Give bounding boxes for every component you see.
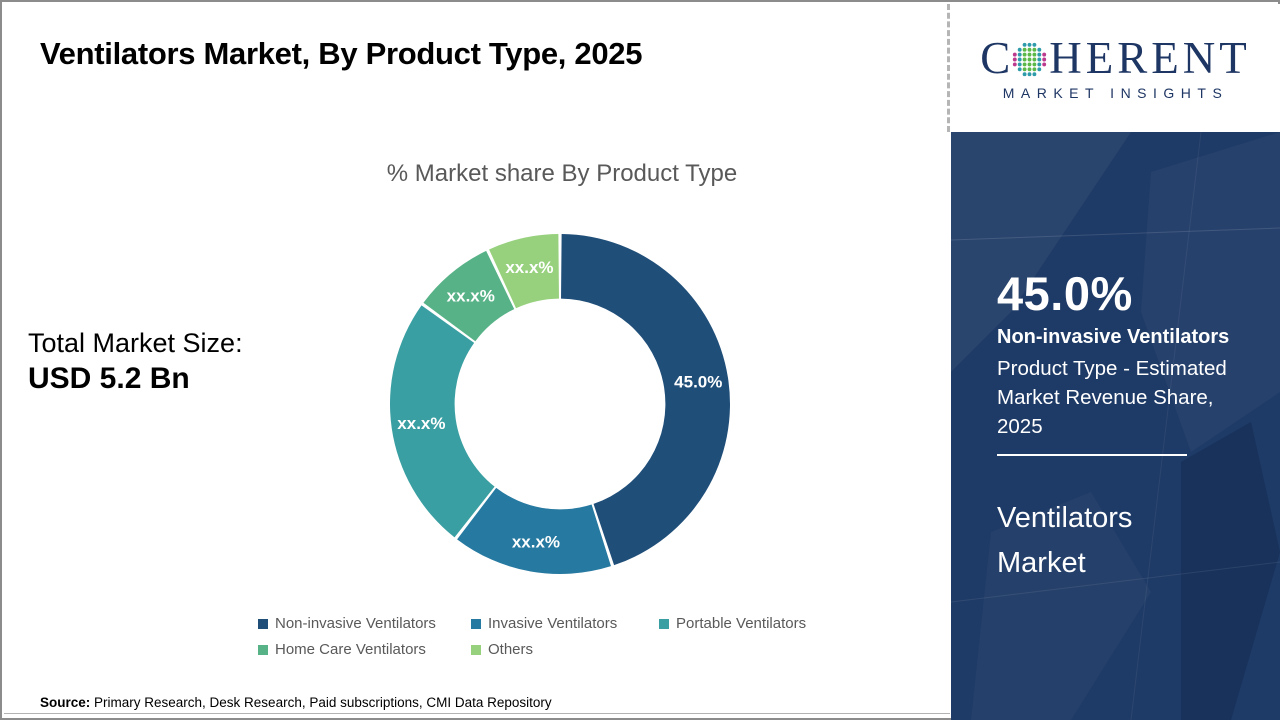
logo-letter-c: C <box>980 32 1011 83</box>
globe-dot <box>1022 71 1027 76</box>
donut-slice-4 <box>489 234 559 309</box>
dashed-separator <box>947 4 950 132</box>
legend-item-1: Invasive Ventilators <box>471 615 659 632</box>
globe-dot <box>1022 47 1027 52</box>
panel-divider <box>997 454 1187 456</box>
stat-subtitle-line2: Market Revenue Share, <box>997 386 1214 409</box>
globe-dot <box>1022 52 1027 57</box>
globe-dot <box>1022 66 1027 71</box>
source-label: Source: <box>40 695 91 710</box>
globe-dot <box>1042 57 1047 61</box>
donut-slice-1 <box>457 487 611 574</box>
page-title: Ventilators Market, By Product Type, 202… <box>40 36 643 71</box>
total-market-size-value: USD 5.2 Bn <box>28 362 190 395</box>
donut-slice-0 <box>561 234 730 566</box>
slice-label-4: xx.x% <box>505 258 553 277</box>
donut-slice-3 <box>423 250 515 342</box>
legend-label-1: Invasive Ventilators <box>488 615 618 632</box>
legend-swatch-1 <box>471 618 481 629</box>
total-market-size-label: Total Market Size: <box>28 328 243 358</box>
globe-dot <box>1027 42 1032 47</box>
globe-dot <box>1032 42 1037 47</box>
stat-value: 45.0% <box>997 267 1133 320</box>
slice-label-1: xx.x% <box>512 532 560 551</box>
globe-dot <box>1013 57 1018 61</box>
legend-item-3: Home Care Ventilators <box>258 641 471 658</box>
chart-legend: Non-invasive Ventilators Invasive Ventila… <box>258 615 878 658</box>
logo-tagline: MARKET INSIGHTS <box>1002 84 1229 101</box>
donut-slice-2 <box>390 305 495 538</box>
panel-content: 45.0% Non-invasive Ventilators Product T… <box>951 132 1280 720</box>
globe-dot <box>1018 57 1022 61</box>
brand-logo: C HERENT MARKET INSIGHTS <box>951 4 1280 132</box>
legend-label-2: Portable Ventilators <box>676 615 807 632</box>
legend-item-4: Others <box>471 641 659 658</box>
legend-label-4: Others <box>488 641 534 658</box>
globe-dot <box>1042 52 1047 57</box>
globe-dot <box>1032 52 1037 57</box>
globe-dot <box>1027 57 1032 61</box>
globe-dot <box>1027 47 1032 52</box>
highlight-panel: 45.0% Non-invasive Ventilators Product T… <box>951 132 1280 720</box>
globe-dot <box>1018 52 1022 57</box>
legend-label-3: Home Care Ventilators <box>275 641 426 658</box>
donut-chart-svg: 45.0% xx.x% xx.x% xx.x% xx.x% <box>390 234 730 574</box>
total-market-size-block: Total Market Size: USD 5.2 Bn <box>28 328 243 396</box>
legend-item-0: Non-invasive Ventilators <box>258 615 471 632</box>
globe-dot <box>1013 52 1018 57</box>
stat-subtitle-line3: 2025 <box>997 415 1043 438</box>
globe-dot <box>1037 52 1042 57</box>
slice-label-3: xx.x% <box>447 287 495 306</box>
globe-dot <box>1037 61 1042 66</box>
source-text: Primary Research, Desk Research, Paid su… <box>90 695 552 710</box>
report-name-line1: Ventilators <box>997 502 1133 534</box>
globe-dot <box>1018 66 1022 71</box>
globe-dot <box>1032 71 1037 76</box>
logo-wordmark: C HERENT <box>980 32 1251 83</box>
report-name-line2: Market <box>997 547 1086 579</box>
globe-dot <box>1032 57 1037 61</box>
globe-dot <box>1037 66 1042 71</box>
legend-item-2: Portable Ventilators <box>659 615 878 632</box>
source-note: Source: Primary Research, Desk Research,… <box>40 695 552 710</box>
bottom-divider <box>4 713 950 714</box>
stat-title: Non-invasive Ventilators <box>997 326 1230 348</box>
logo-letters-herent: HERENT <box>1049 32 1251 83</box>
globe-dot <box>1013 61 1018 66</box>
slice-label-2: xx.x% <box>397 414 445 433</box>
report-name: Ventilators Market <box>997 496 1132 586</box>
globe-dot <box>1018 61 1022 66</box>
legend-swatch-3 <box>258 644 268 655</box>
slice-label-0: 45.0% <box>674 373 722 392</box>
globe-dot <box>1027 61 1032 66</box>
globe-icon <box>1013 42 1047 76</box>
globe-dot <box>1032 66 1037 71</box>
globe-dot <box>1018 47 1022 52</box>
globe-dot <box>1032 61 1037 66</box>
legend-label-0: Non-invasive Ventilators <box>275 615 436 632</box>
globe-dot <box>1022 61 1027 66</box>
globe-dot <box>1027 71 1032 76</box>
globe-dot <box>1037 57 1042 61</box>
chart-subtitle: % Market share By Product Type <box>386 160 738 187</box>
globe-dot <box>1022 42 1027 47</box>
globe-dot <box>1037 47 1042 52</box>
legend-swatch-4 <box>471 644 481 655</box>
globe-dot <box>1027 66 1032 71</box>
globe-dot <box>1027 52 1032 57</box>
globe-dot <box>1032 47 1037 52</box>
donut-chart: 45.0% xx.x% xx.x% xx.x% xx.x% <box>380 224 740 584</box>
stat-subtitle-line1: Product Type - Estimated <box>997 357 1227 380</box>
legend-swatch-2 <box>659 618 669 629</box>
legend-swatch-0 <box>258 618 268 629</box>
globe-dot <box>1022 57 1027 61</box>
globe-dot <box>1042 61 1047 66</box>
stat-subtitle: Product Type - Estimated Market Revenue … <box>997 354 1227 441</box>
